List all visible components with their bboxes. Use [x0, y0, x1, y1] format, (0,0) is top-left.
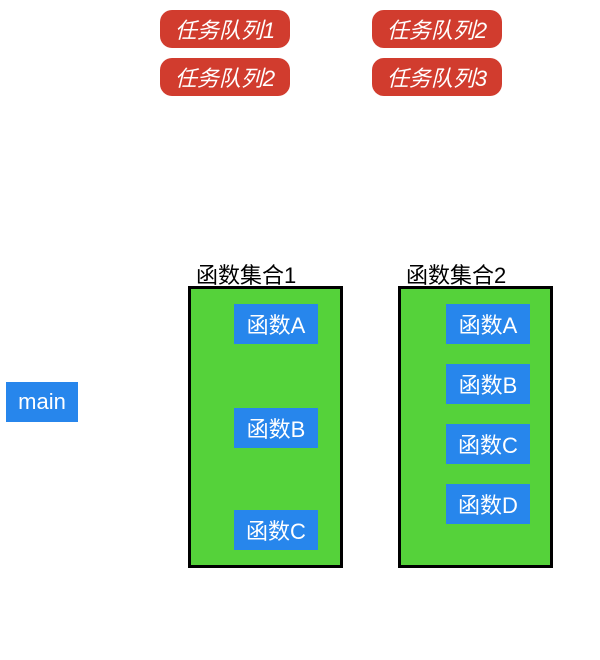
main-label: main [18, 389, 66, 415]
task-queue-pill: 任务队列2 [160, 58, 290, 96]
function-node: 函数C [234, 510, 318, 550]
task-queue-label: 任务队列2 [387, 13, 487, 45]
function-set-label: 函数集合1 [196, 258, 296, 290]
function-node: 函数D [446, 484, 530, 524]
task-queue-label: 任务队列2 [175, 61, 275, 93]
main-node: main [6, 382, 78, 422]
function-label: 函数B [247, 412, 306, 444]
function-node: 函数A [446, 304, 530, 344]
function-label: 函数B [459, 368, 518, 400]
task-queue-pill: 任务队列1 [160, 10, 290, 48]
function-node: 函数A [234, 304, 318, 344]
function-label: 函数D [458, 488, 518, 520]
function-label: 函数A [247, 308, 306, 340]
task-queue-pill: 任务队列2 [372, 10, 502, 48]
task-queue-label: 任务队列1 [175, 13, 275, 45]
function-node: 函数B [446, 364, 530, 404]
function-label: 函数C [458, 428, 518, 460]
function-node: 函数C [446, 424, 530, 464]
function-label: 函数C [246, 514, 306, 546]
function-node: 函数B [234, 408, 318, 448]
task-queue-pill: 任务队列3 [372, 58, 502, 96]
function-set-label: 函数集合2 [406, 258, 506, 290]
function-label: 函数A [459, 308, 518, 340]
task-queue-label: 任务队列3 [387, 61, 487, 93]
